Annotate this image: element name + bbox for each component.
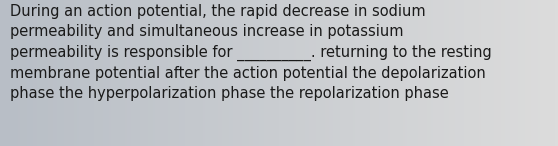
Text: During an action potential, the rapid decrease in sodium
permeability and simult: During an action potential, the rapid de…: [10, 4, 492, 101]
